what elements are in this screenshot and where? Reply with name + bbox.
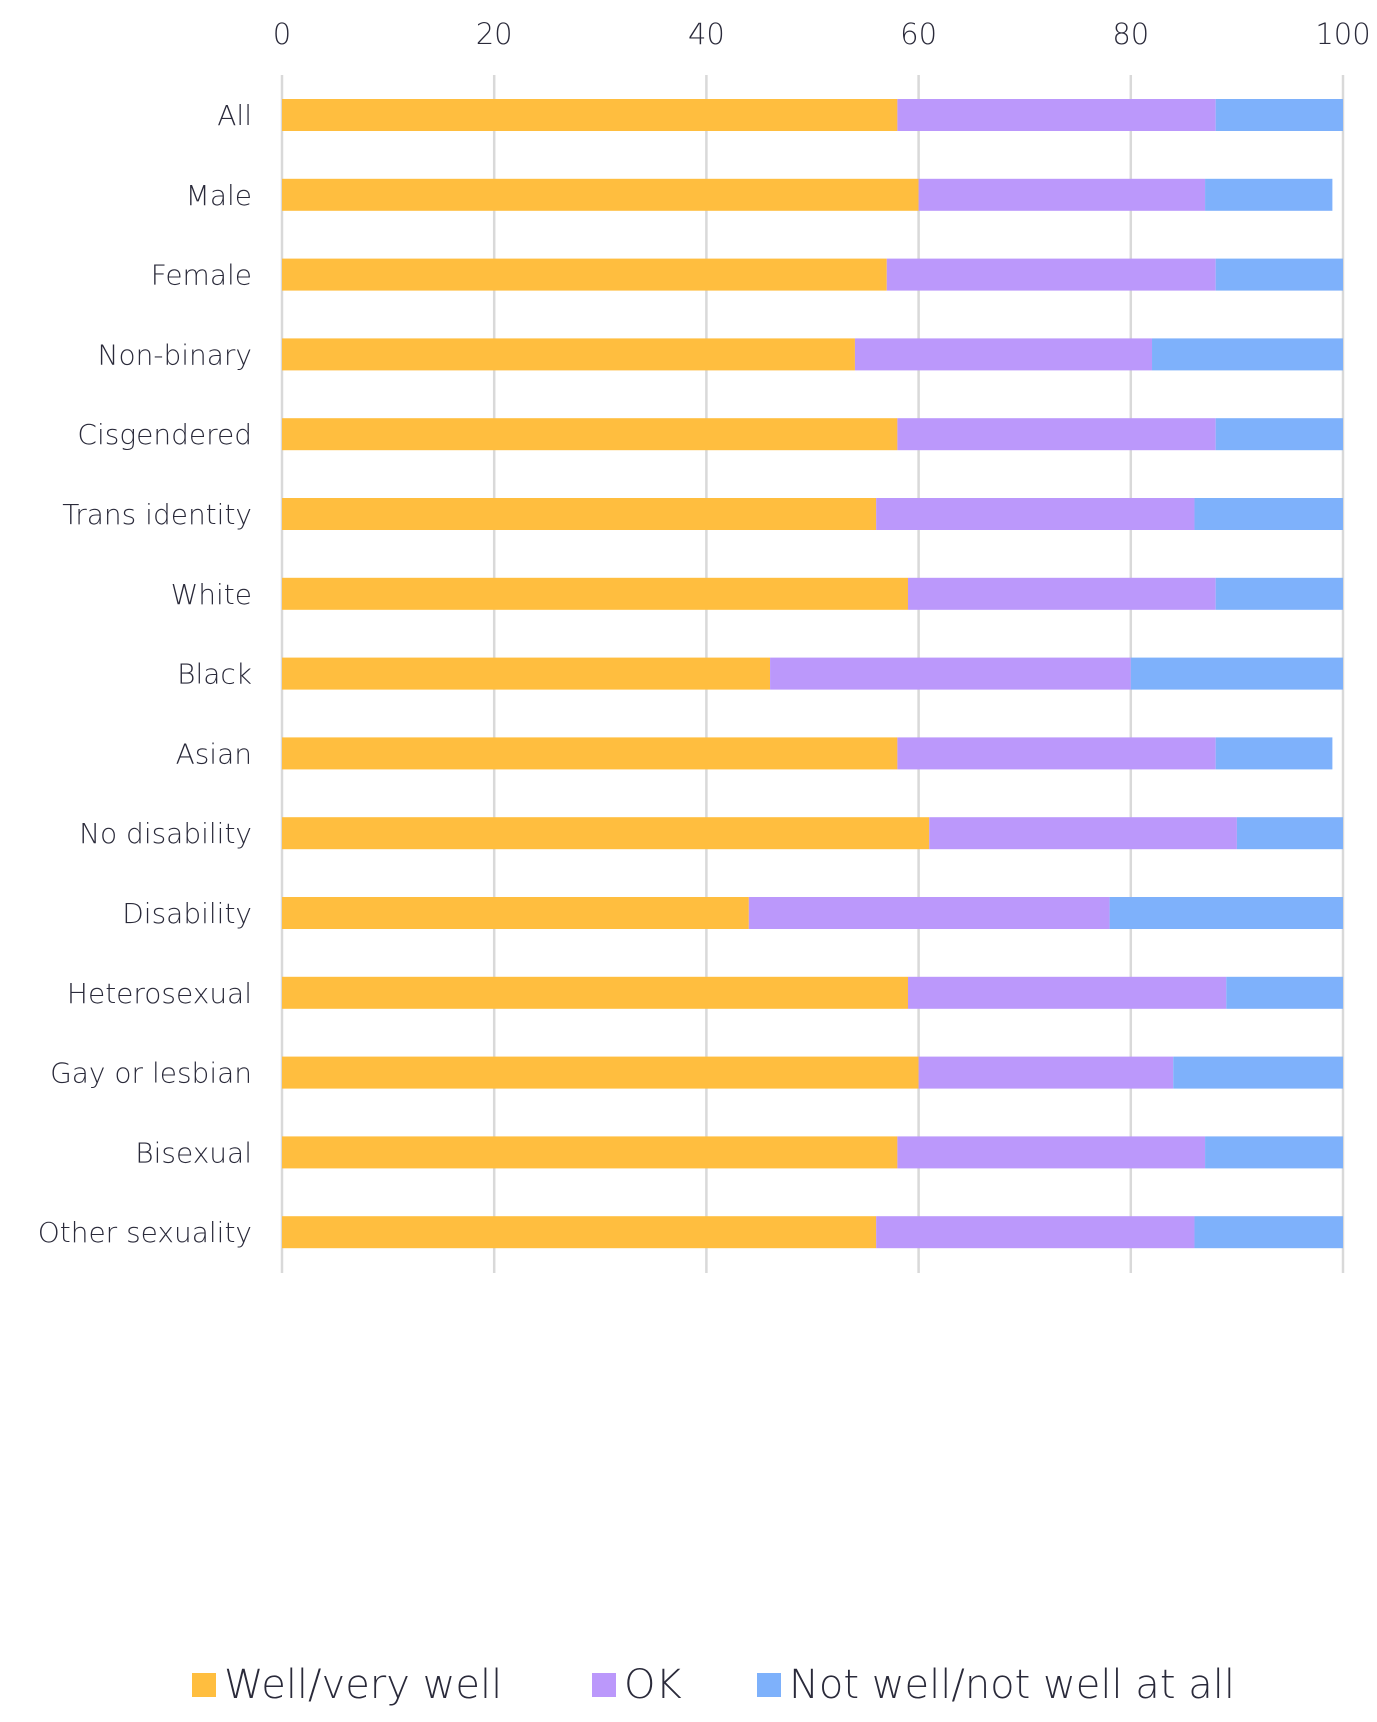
bar-segment-not-well [1215,418,1343,451]
category-label: Black [177,658,252,691]
bar-segment-not-well [1215,577,1343,610]
bar-segment-ok [748,897,1110,929]
bar-segment-well [282,1216,877,1249]
bar-segment-not-well [1173,1056,1343,1089]
x-tick-label-60: 60 [900,17,937,51]
bar-segment-not-well [1194,1216,1343,1249]
bar-segment-ok [886,258,1216,291]
x-tick-label-0: 0 [273,17,291,51]
bar-segment-not-well [1205,1136,1343,1169]
legend: Well/very well OK Not well/not well at all [192,1662,1235,1708]
bar-segment-ok [907,976,1227,1009]
bar-segment-ok [876,498,1195,530]
legend-label: Not well/not well at all [789,1662,1235,1708]
bar-segment-well [282,338,855,371]
category-label: Female [151,259,252,292]
bar-segment-ok [770,657,1131,690]
bar-segment-well [282,577,908,610]
bar-segment-well [282,897,749,929]
category-label: Non-binary [98,338,252,371]
bar-segment-not-well [1109,897,1343,929]
bar-segment-well [282,817,930,850]
category-labels: All Male Female Non-binary Cisgendered Trans … [38,99,252,1249]
bar-segment-ok [897,737,1216,770]
category-label: Gay or lesbian [50,1057,252,1090]
legend-label: OK [624,1662,682,1708]
bar-segment-ok [907,577,1216,610]
category-label: Disability [122,897,252,930]
category-label: No disability [79,817,252,850]
bar-segment-not-well [1194,498,1343,530]
x-tick-label-20: 20 [476,17,513,51]
bar-segment-well [282,99,898,131]
legend-swatch [757,1673,781,1697]
bar-segment-well [282,1056,919,1089]
legend-swatch [592,1673,616,1697]
bar-segment-well [282,258,887,291]
legend-label: Well/very well [224,1662,502,1708]
bar-segment-ok [929,817,1237,850]
category-label: Heterosexual [67,977,252,1010]
bar-segment-not-well [1152,338,1343,371]
bar-segment-not-well [1215,737,1333,770]
category-label: Asian [176,737,252,770]
bar-segment-well [282,418,898,451]
legend-swatch [192,1673,216,1697]
category-label: Other sexuality [38,1216,252,1249]
category-label: Male [186,179,252,212]
bar-segment-well [282,657,771,690]
bar-segment-well [282,737,898,770]
bar-segment-well [282,498,877,530]
category-label: Trans identity [62,498,252,531]
x-axis-ticks: 0 20 40 60 80 100 [273,17,1371,51]
bar-segment-not-well [1130,657,1343,690]
bar-segment-ok [897,1136,1206,1169]
category-label: White [171,578,252,611]
bar-segment-not-well [1215,99,1343,131]
bars [282,99,1343,1249]
bar-segment-ok [897,418,1216,451]
bar-segment-well [282,1136,898,1169]
bar-segment-ok [918,1056,1174,1089]
bar-segment-ok [854,338,1153,371]
category-label: Cisgendered [77,418,252,451]
bar-segment-not-well [1226,976,1343,1009]
x-tick-label-100: 100 [1315,17,1370,51]
x-tick-label-40: 40 [688,17,725,51]
bar-segment-ok [876,1216,1195,1249]
bar-segment-not-well [1236,817,1343,850]
bar-segment-ok [918,178,1206,211]
category-label: All [217,99,252,132]
bar-segment-not-well [1215,258,1343,291]
bar-segment-ok [897,99,1216,131]
category-label: Bisexual [135,1136,252,1169]
bar-segment-well [282,976,908,1009]
bar-segment-not-well [1205,178,1333,211]
bar-segment-well [282,178,919,211]
x-tick-label-80: 80 [1112,17,1149,51]
